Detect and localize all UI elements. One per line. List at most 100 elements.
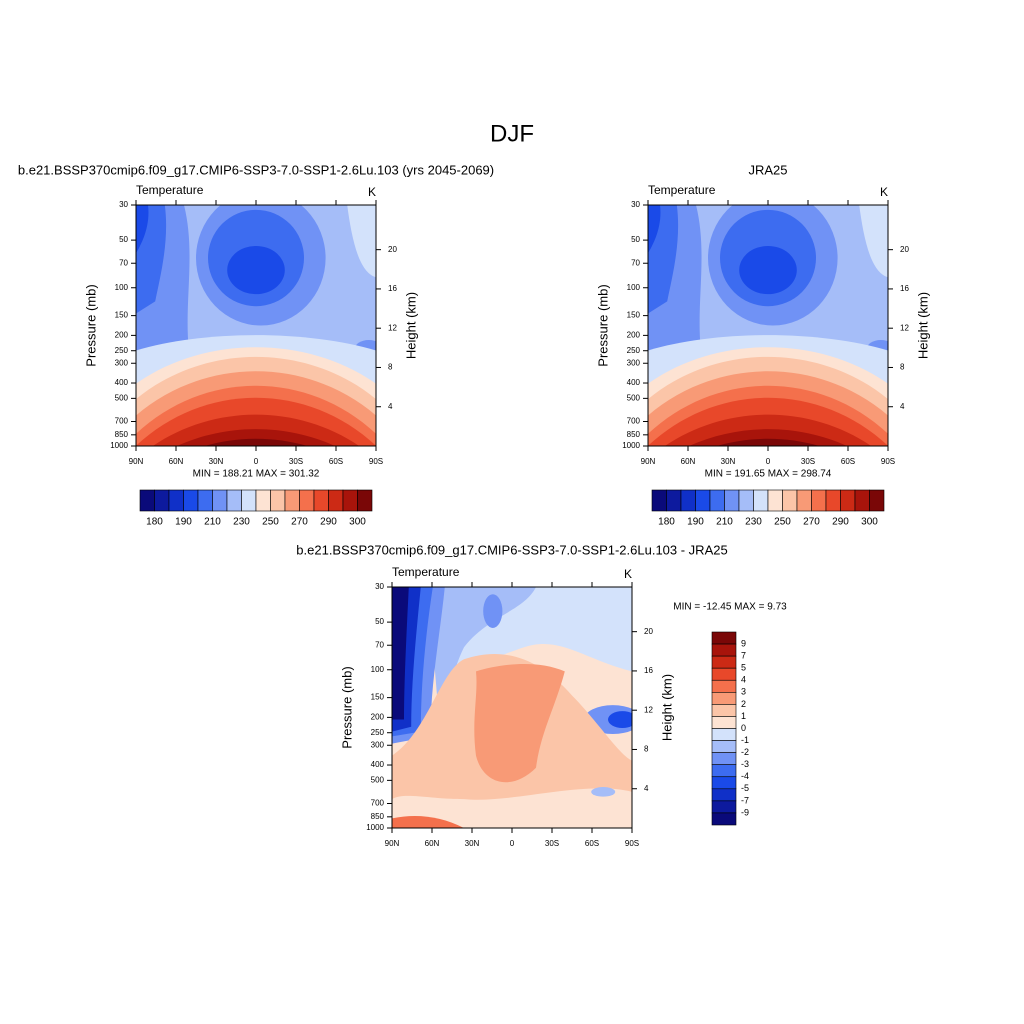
colorbar-box: [680, 489, 696, 512]
x-tick-label: 30N: [465, 839, 480, 848]
colorbar-box: [711, 631, 737, 645]
contour-fill: [859, 205, 888, 278]
colorbar-label: 230: [233, 517, 250, 528]
x-tick-label: 30N: [721, 457, 736, 466]
colorbar-box: [695, 489, 711, 512]
y-tick-label: 100: [627, 283, 641, 292]
colorbar-box: [154, 489, 170, 512]
y-tick-label: 250: [627, 346, 641, 355]
y-axis-label: Pressure (mb): [339, 666, 354, 748]
colorbar-box: [342, 489, 358, 512]
y-tick-label: 100: [371, 665, 385, 674]
y-tick-label: 200: [371, 712, 385, 721]
y-tick-label: 300: [627, 358, 641, 367]
colorbar-label: 190: [175, 517, 192, 528]
colorbar-label: 1: [741, 711, 746, 721]
stats: MIN = 191.65 MAX = 298.74: [705, 469, 832, 480]
colorbar-box: [711, 679, 737, 693]
y2-axis-label: Height (km): [915, 292, 930, 359]
colorbar-label: 250: [774, 517, 791, 528]
colorbar-box: [854, 489, 870, 512]
y-tick-label: 100: [115, 283, 129, 292]
y-tick-label: 70: [119, 258, 128, 267]
colorbar-box: [840, 489, 856, 512]
y-tick-label: 200: [115, 330, 129, 339]
colorbar-label: 270: [291, 517, 308, 528]
contour-fill: [474, 664, 565, 783]
right-string: K: [624, 567, 632, 581]
colorbar-box: [767, 489, 783, 512]
colorbar-box: [284, 489, 300, 512]
colorbar-label: 3: [741, 687, 746, 697]
colorbar-box: [197, 489, 213, 512]
colorbar-box: [666, 489, 682, 512]
colorbar-box: [753, 489, 769, 512]
colorbar-label: -3: [741, 759, 749, 769]
colorbar-box: [724, 489, 740, 512]
x-tick-label: 90S: [881, 457, 895, 466]
contour-fill: [716, 438, 820, 446]
y2-tick-label: 16: [644, 666, 653, 675]
contour-fill: [392, 816, 464, 828]
colorbar: 180 190 210 230 250 270 290 300: [139, 489, 373, 528]
right-string: K: [880, 185, 888, 199]
y2-tick-label: 12: [388, 323, 397, 332]
y-tick-label: 500: [627, 393, 641, 402]
y2-tick-label: 20: [644, 627, 653, 636]
x-tick-label: 30S: [545, 839, 559, 848]
colorbar-label: 180: [146, 517, 163, 528]
y-tick-label: 30: [631, 200, 640, 209]
colorbar-label: 250: [262, 517, 279, 528]
colorbar-label: -2: [741, 747, 749, 757]
y-tick-label: 200: [627, 330, 641, 339]
colorbar-box: [711, 800, 737, 814]
contour-fill: [177, 429, 335, 446]
y2-tick-label: 12: [900, 323, 909, 332]
colorbar-label: 7: [741, 651, 746, 661]
y-tick-label: 850: [115, 430, 129, 439]
colorbar-box: [357, 489, 373, 512]
y-tick-label: 50: [631, 235, 640, 244]
x-tick-label: 0: [254, 457, 259, 466]
y2-tick-label: 16: [900, 284, 909, 293]
colorbar-box: [869, 489, 885, 512]
y2-tick-label: 4: [388, 402, 393, 411]
panel: b.e21.BSSP370cmip6.f09_g17.CMIP6-SSP3-7.…: [296, 542, 787, 848]
colorbar-box: [711, 643, 737, 657]
y-tick-label: 70: [631, 258, 640, 267]
colorbar-label: -1: [741, 735, 749, 745]
panel-title: JRA25: [748, 162, 787, 177]
colorbar-box: [711, 776, 737, 790]
y2-tick-label: 4: [900, 402, 905, 411]
colorbar-label: 290: [832, 517, 849, 528]
colorbar-box: [711, 812, 737, 826]
x-tick-label: 30S: [801, 457, 815, 466]
colorbar-label: -7: [741, 795, 749, 805]
y-tick-label: 1000: [366, 823, 384, 832]
colorbar-label: 4: [741, 675, 746, 685]
y2-tick-label: 8: [644, 745, 649, 754]
colorbar: 180 190 210 230 250 270 290 300: [651, 489, 885, 528]
y-tick-label: 400: [627, 378, 641, 387]
colorbar-label: 190: [687, 517, 704, 528]
right-string: K: [368, 185, 376, 199]
y-tick-label: 700: [627, 417, 641, 426]
colorbar-label: 300: [861, 517, 878, 528]
colorbar-label: 300: [349, 517, 366, 528]
colorbar-box: [711, 764, 737, 778]
contour-fill: [739, 245, 797, 295]
y-tick-label: 250: [371, 728, 385, 737]
contour-fill: [347, 205, 376, 278]
contour-fill: [227, 245, 285, 295]
colorbar-box: [711, 655, 737, 669]
contour-field: [392, 587, 632, 828]
colorbar-box: [782, 489, 798, 512]
y2-tick-label: 20: [900, 245, 909, 254]
colorbar-box: [825, 489, 841, 512]
x-tick-label: 90N: [129, 457, 144, 466]
x-tick-label: 60S: [585, 839, 599, 848]
y-tick-label: 70: [375, 640, 384, 649]
colorbar-box: [183, 489, 199, 512]
x-tick-label: 60S: [329, 457, 343, 466]
